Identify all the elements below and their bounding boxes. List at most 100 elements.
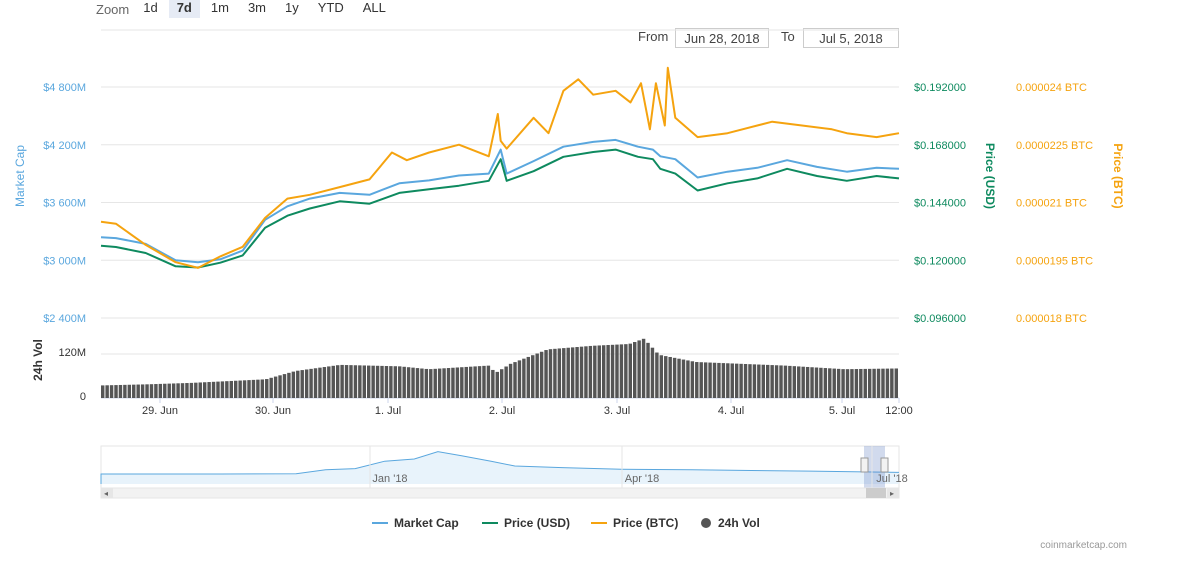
volume-bar (650, 347, 655, 398)
volume-bar (265, 379, 269, 398)
volume-bar (406, 367, 411, 398)
y-tick-volume: 0 (80, 391, 86, 403)
volume-bar (296, 370, 300, 398)
volume-bar (610, 344, 615, 398)
volume-bar (646, 342, 650, 398)
volume-bar (415, 368, 420, 398)
zoom-button-1m[interactable]: 1m (210, 0, 229, 15)
volume-bar (344, 365, 349, 398)
volume-bar (703, 362, 708, 398)
zoom-button-all[interactable]: ALL (362, 0, 386, 15)
volume-bar (251, 379, 256, 398)
volume-bar (136, 384, 140, 398)
volume-bar (482, 365, 486, 398)
volume-bar (850, 369, 854, 398)
volume-bar (300, 370, 304, 398)
y-axis-title-market-cap: Market Cap (13, 145, 27, 207)
zoom-bar: Zoom 1d 7d 1m 3m 1y YTD ALL (96, 0, 397, 18)
legend-item: Price (BTC) (613, 516, 678, 530)
volume-bar (570, 347, 575, 398)
volume-bar (597, 345, 601, 398)
volume-bar (442, 368, 446, 398)
volume-bar (287, 372, 291, 398)
volume-bar (601, 345, 606, 398)
zoom-button-3m[interactable]: 3m (247, 0, 266, 15)
volume-bar (584, 346, 588, 398)
volume-bar (216, 381, 220, 398)
volume-bar (433, 368, 437, 398)
zoom-button-ytd[interactable]: YTD (317, 0, 344, 15)
from-date-input[interactable]: Jun 28, 2018 (675, 28, 769, 48)
from-label: From (638, 29, 669, 44)
legend-item: Price (USD) (504, 516, 570, 530)
volume-bar (659, 355, 664, 398)
y-tick-price-btc: 0.0000225 BTC (1016, 140, 1093, 152)
scroll-right-icon: ▸ (890, 489, 894, 498)
navigator-frame (100, 445, 900, 489)
volume-bar (779, 365, 783, 398)
volume-bar (672, 357, 677, 398)
volume-bar (544, 350, 548, 398)
volume-bar (770, 365, 774, 398)
volume-bar (256, 379, 260, 398)
volume-bar (539, 351, 544, 398)
volume-bar (881, 368, 885, 398)
volume-bar (690, 361, 695, 398)
volume-bar (513, 362, 517, 398)
volume-bar (185, 383, 189, 398)
volume-bar (327, 366, 331, 398)
volume-bar (207, 382, 211, 398)
volume-bar (517, 360, 522, 398)
navigator-selection (864, 446, 885, 488)
volume-bar (562, 348, 566, 398)
y-tick-market-cap: $4 200M (43, 140, 86, 152)
volume-bar (180, 383, 185, 398)
navigator-handle-left (860, 457, 869, 473)
volume-bar (526, 356, 531, 398)
volume-bar (890, 368, 894, 398)
x-tick-label: 29. Jun (142, 405, 178, 417)
volume-bar (335, 365, 340, 398)
volume-bar (836, 368, 841, 398)
volume-bar (371, 365, 375, 398)
navigator-handle-right (880, 457, 889, 473)
volume-bar (202, 382, 207, 398)
volume-bar (318, 367, 322, 398)
navigator-tick: Apr '18 (625, 473, 660, 485)
volume-bar (291, 371, 296, 398)
volume-bar (455, 367, 460, 398)
legend-symbol (701, 518, 711, 528)
x-tick-label: 3. Jul (604, 405, 630, 417)
y-tick-price-usd: $0.144000 (914, 198, 966, 210)
volume-bar (774, 365, 779, 398)
zoom-button-1y[interactable]: 1y (285, 0, 299, 15)
volume-bar (247, 380, 251, 398)
volume-bar (163, 383, 167, 398)
credit-link[interactable]: coinmarketcap.com (1040, 540, 1127, 551)
x-tick-label: 12:00 (885, 405, 913, 417)
zoom-button-1d[interactable]: 1d (143, 0, 158, 15)
volume-bar (158, 383, 163, 398)
volume-bar (118, 384, 123, 398)
volume-bar (322, 367, 327, 398)
volume-bar (234, 380, 238, 398)
volume-bar (752, 364, 757, 398)
volume-bar (437, 368, 442, 398)
volume-bar (446, 368, 451, 398)
volume-bar (331, 365, 335, 398)
y-tick-price-btc: 0.000024 BTC (1016, 82, 1087, 94)
volume-bar (384, 366, 389, 398)
volume-bar (686, 360, 690, 398)
volume-bar (832, 368, 836, 398)
zoom-button-7d[interactable]: 7d (168, 0, 200, 18)
volume-bar (375, 365, 380, 398)
legend-item: Market Cap (394, 516, 459, 530)
volume-bar (242, 380, 247, 398)
volume-bar (548, 349, 553, 398)
y-tick-market-cap: $2 400M (43, 313, 86, 325)
volume-bar (167, 383, 171, 398)
y-axis-title-price-btc: Price (BTC) (1111, 143, 1125, 208)
volume-bar (260, 379, 265, 398)
to-date-input[interactable]: Jul 5, 2018 (803, 28, 899, 48)
